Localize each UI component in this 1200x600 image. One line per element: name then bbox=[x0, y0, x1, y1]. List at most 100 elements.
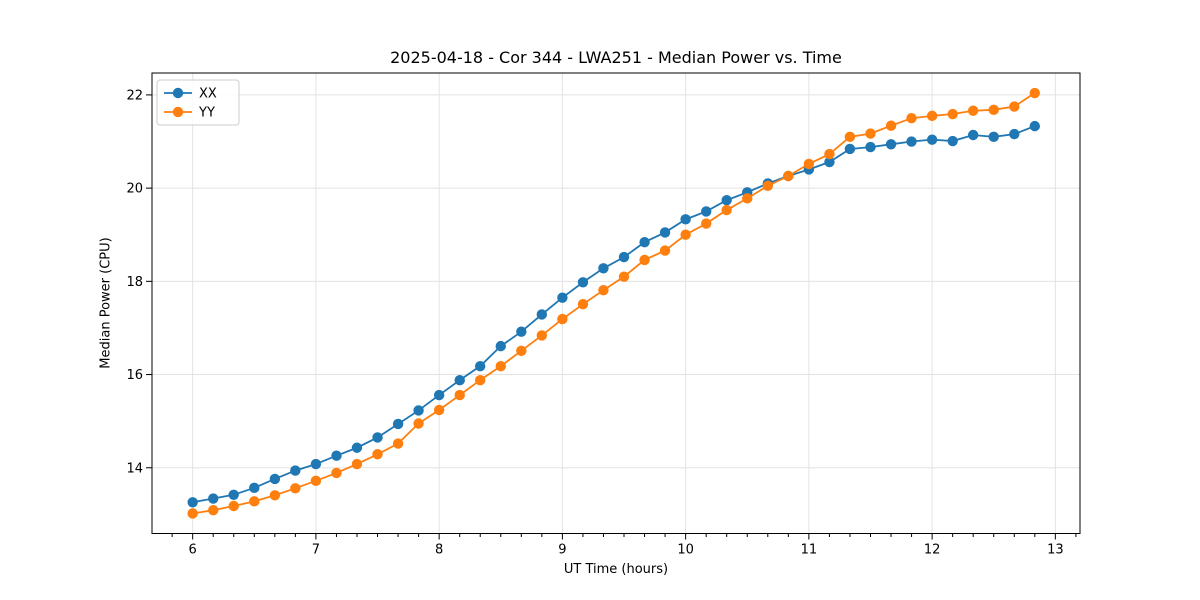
plot-border bbox=[151, 72, 1081, 534]
series-yy-marker bbox=[310, 475, 322, 487]
legend-yy-marker bbox=[172, 106, 184, 118]
y-tick-label: 16 bbox=[126, 368, 143, 383]
series-xx-marker bbox=[228, 489, 239, 501]
y-axis-label: Median Power (CPU) bbox=[98, 237, 114, 369]
series-xx-marker bbox=[618, 251, 630, 263]
series-yy-marker bbox=[1009, 101, 1020, 112]
series-yy-marker bbox=[228, 500, 239, 512]
series-yy-marker bbox=[783, 170, 794, 182]
series-xx-marker bbox=[577, 277, 589, 288]
x-tick-label: 10 bbox=[677, 543, 694, 558]
series-xx-marker bbox=[290, 465, 301, 476]
series-xx-marker bbox=[906, 136, 917, 147]
series-yy-marker bbox=[906, 113, 917, 124]
series-yy-marker bbox=[392, 438, 404, 449]
series-yy-marker bbox=[824, 148, 835, 160]
series-yy-marker bbox=[454, 389, 465, 401]
series-yy-marker bbox=[598, 285, 609, 296]
chart-title: 2025-04-18 - Cor 344 - LWA251 - Median P… bbox=[390, 48, 842, 67]
series-xx-marker bbox=[433, 389, 445, 401]
series-yy-marker bbox=[536, 330, 548, 341]
legend-xx-marker bbox=[172, 87, 184, 99]
series-xx-marker bbox=[392, 418, 404, 430]
series-xx-marker bbox=[269, 473, 281, 485]
series-xx-marker bbox=[495, 340, 506, 352]
series-yy-marker bbox=[187, 508, 198, 519]
legend-yy-label: YY bbox=[198, 106, 215, 121]
x-tick-label: 6 bbox=[189, 543, 197, 558]
series-yy-marker bbox=[721, 204, 732, 216]
series-xx-marker bbox=[967, 129, 979, 141]
series-yy-marker bbox=[967, 105, 979, 116]
series-xx-marker bbox=[187, 497, 198, 508]
series-xx-marker bbox=[659, 227, 671, 238]
series-xx-marker bbox=[208, 493, 219, 504]
series-yy-marker bbox=[208, 505, 219, 516]
series-yy-marker bbox=[803, 158, 815, 170]
series-yy-marker bbox=[290, 483, 301, 494]
series-xx-marker bbox=[310, 458, 322, 470]
legend-box bbox=[156, 79, 240, 126]
y-tick-label: 20 bbox=[126, 182, 143, 197]
series-xx-marker bbox=[249, 482, 260, 494]
series-xx-marker bbox=[536, 309, 548, 320]
series-yy-marker bbox=[988, 104, 999, 116]
series-xx-marker bbox=[824, 156, 835, 168]
series-yy-marker bbox=[762, 180, 774, 191]
series-xx-marker bbox=[721, 195, 732, 206]
series-yy-marker bbox=[742, 193, 753, 204]
series-yy-marker bbox=[680, 229, 691, 240]
y-tick-label: 18 bbox=[126, 275, 143, 290]
series-yy-marker bbox=[557, 313, 568, 325]
legend: XX YY bbox=[156, 79, 240, 126]
series-xx-marker bbox=[639, 236, 650, 248]
series-yy-marker bbox=[865, 128, 876, 139]
series-yy-marker bbox=[1029, 87, 1040, 99]
series-yy-marker bbox=[249, 496, 260, 507]
series-xx-marker bbox=[598, 263, 609, 274]
y-tick-label: 22 bbox=[126, 88, 143, 103]
x-tick-label: 7 bbox=[312, 543, 320, 558]
series-yy-marker bbox=[885, 120, 897, 131]
series-xx-marker bbox=[516, 326, 527, 337]
series-yy-marker bbox=[331, 467, 342, 479]
series-xx-marker bbox=[988, 131, 999, 143]
series-yy-marker bbox=[701, 218, 712, 229]
series-yy-marker bbox=[947, 108, 958, 120]
series-yy-marker bbox=[372, 449, 383, 460]
series-xx-marker bbox=[413, 405, 424, 416]
series-xx-marker bbox=[885, 139, 897, 150]
series-xx-marker bbox=[680, 214, 691, 225]
series-xx-marker bbox=[1029, 120, 1040, 132]
series-xx-line bbox=[192, 125, 1036, 504]
x-axis-label: UT Time (hours) bbox=[563, 562, 669, 577]
series-xx-marker bbox=[865, 141, 876, 153]
series-yy-marker bbox=[844, 131, 856, 143]
x-tick-label: 12 bbox=[924, 543, 941, 558]
x-tick-label: 9 bbox=[558, 543, 566, 558]
series-yy-marker bbox=[351, 458, 363, 470]
series-yy-marker bbox=[577, 298, 589, 310]
series-yy-marker bbox=[926, 110, 938, 122]
x-tick-label: 8 bbox=[435, 543, 443, 558]
series-xx-marker bbox=[372, 432, 383, 443]
series-yy-line bbox=[192, 92, 1036, 515]
legend-xx-label: XX bbox=[199, 87, 217, 102]
series-yy-marker bbox=[618, 271, 630, 282]
x-tick-label: 11 bbox=[801, 543, 818, 558]
y-tick-label: 14 bbox=[126, 461, 143, 476]
series-xx-marker bbox=[926, 134, 938, 145]
series-xx-marker bbox=[701, 206, 712, 217]
series-xx-marker bbox=[844, 143, 856, 155]
series-yy-marker bbox=[659, 245, 671, 256]
series-xx-marker bbox=[351, 442, 363, 453]
series-yy-marker bbox=[495, 360, 506, 372]
series-xx-marker bbox=[947, 135, 958, 147]
series-yy-marker bbox=[433, 404, 445, 416]
series-yy-marker bbox=[474, 374, 486, 386]
x-tick-label: 13 bbox=[1047, 543, 1064, 558]
series-yy-marker bbox=[516, 345, 527, 356]
series-xx-marker bbox=[454, 374, 465, 386]
